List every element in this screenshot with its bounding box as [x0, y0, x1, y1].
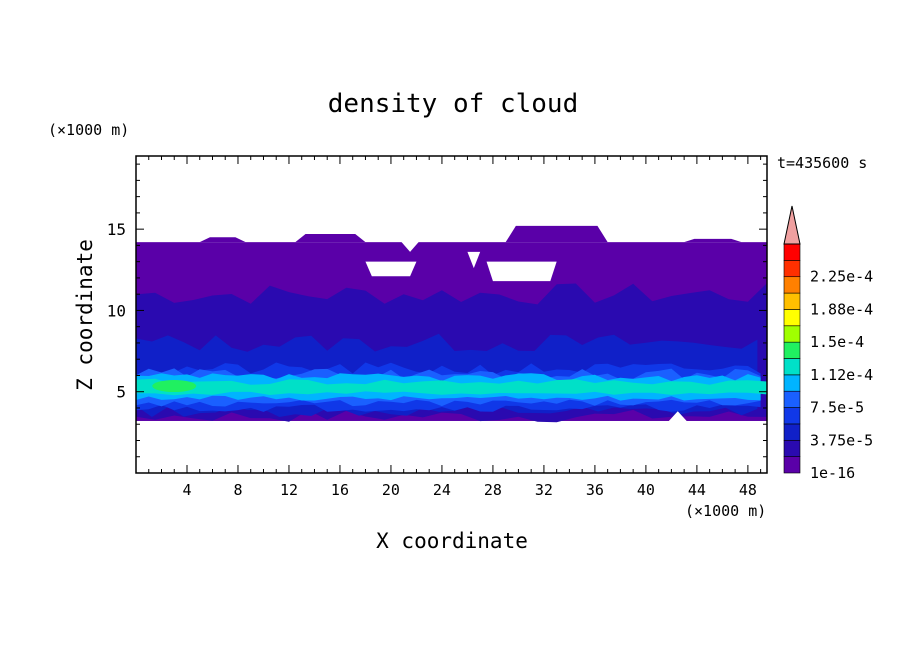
colorbar-swatch — [783, 456, 801, 474]
y-axis-label: Z coordinate — [73, 239, 97, 391]
colorbar-label: 7.5e-5 — [810, 399, 864, 417]
density-peak — [152, 380, 197, 393]
x-tick-label: 24 — [433, 481, 451, 499]
colorbar-swatch — [783, 292, 801, 310]
x-tick-label: 48 — [739, 481, 757, 499]
colorbar-swatch — [783, 309, 801, 327]
y-tick-label: 15 — [107, 220, 126, 239]
x-tick-label: 36 — [586, 481, 604, 499]
y-tick-label: 10 — [107, 301, 126, 320]
plot-area — [135, 155, 768, 474]
x-tick-label: 20 — [382, 481, 400, 499]
colorbar-swatch — [783, 390, 801, 408]
clear-gap — [467, 251, 481, 269]
y-axis-ticks: 5 10 15 — [107, 163, 767, 458]
density-layer-lowest-crest — [684, 238, 742, 243]
x-axis-ticks: 4 8 12 16 20 24 28 32 36 40 44 48 — [148, 156, 762, 499]
colorbar-swatch — [783, 341, 801, 359]
colorbar-swatch — [783, 260, 801, 278]
density-layer-lowest-crest — [505, 225, 608, 243]
y-tick-label: 5 — [116, 383, 126, 402]
x-tick-label: 16 — [331, 481, 349, 499]
colorbar-label: 1.12e-4 — [810, 366, 873, 384]
clear-gap — [486, 261, 557, 282]
colorbar-swatch — [783, 423, 801, 441]
density-layer-lowest-crest — [295, 234, 366, 243]
x-tick-label: 40 — [637, 481, 655, 499]
colorbar-label: 2.25e-4 — [810, 268, 873, 286]
colorbar-swatch — [783, 358, 801, 376]
chart-title: density of cloud — [328, 89, 578, 119]
colorbar-swatch — [783, 243, 801, 261]
x-tick-label: 12 — [280, 481, 298, 499]
density-field — [136, 225, 767, 423]
clear-gap — [397, 237, 423, 252]
clear-gap — [365, 261, 417, 277]
colorbar-label: 1.88e-4 — [810, 300, 873, 318]
plot-frame — [135, 155, 768, 474]
x-axis-label: X coordinate — [376, 529, 528, 553]
x-tick-label: 44 — [688, 481, 706, 499]
clear-gap — [668, 411, 687, 421]
colorbar-label: 1.5e-4 — [810, 333, 864, 351]
colorbar-label: 1e-16 — [810, 464, 855, 482]
time-label: t=435600 s — [777, 154, 867, 172]
x-tick-label: 8 — [233, 481, 242, 499]
colorbar-label: 3.75e-5 — [810, 431, 873, 449]
y-unit-label: (×1000 m) — [48, 121, 129, 139]
colorbar-extend-arrow — [783, 205, 801, 245]
x-tick-label: 28 — [484, 481, 502, 499]
colorbar: 1e-16 3.75e-5 7.5e-5 1.12e-4 1.5e-4 1.88e-4 2.… — [783, 205, 873, 482]
x-tick-label: 4 — [182, 481, 191, 499]
density-layer-7 — [136, 378, 767, 396]
x-unit-label: (×1000 m) — [685, 502, 766, 520]
colorbar-swatch — [783, 374, 801, 392]
density-layer-lowest-crest — [199, 237, 246, 243]
colorbar-swatch — [783, 439, 801, 457]
colorbar-swatch — [783, 407, 801, 425]
x-tick-label: 32 — [535, 481, 553, 499]
colorbar-swatch — [783, 276, 801, 294]
colorbar-swatch — [783, 325, 801, 343]
